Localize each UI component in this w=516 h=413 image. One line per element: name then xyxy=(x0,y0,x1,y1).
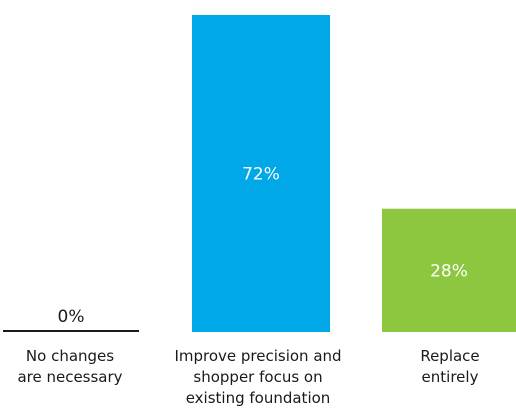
value-labels-group: 0% 72% 28% xyxy=(58,165,468,328)
category-label-2: Replace entirely xyxy=(420,347,479,386)
category-label-line: No changes xyxy=(26,347,114,365)
category-label-0: No changes are necessary xyxy=(17,347,122,386)
category-label-line: Improve precision and xyxy=(174,347,341,365)
bar-0 xyxy=(3,330,139,332)
value-label-0: 0% xyxy=(58,307,85,327)
bar-2 xyxy=(382,208,516,332)
category-label-line: are necessary xyxy=(17,368,122,386)
category-label-line: Replace xyxy=(420,347,479,365)
category-label-1: Improve precision and shopper focus on exi… xyxy=(174,347,341,407)
bars-group xyxy=(3,15,516,332)
bar-1 xyxy=(192,15,330,332)
category-label-line: shopper focus on xyxy=(193,368,322,386)
value-label-1: 72% xyxy=(242,165,280,185)
category-label-line: existing foundation xyxy=(186,389,331,407)
category-labels-group: No changes are necessary Improve precision… xyxy=(17,347,479,407)
category-label-line: entirely xyxy=(422,368,479,386)
value-label-2: 28% xyxy=(430,261,468,281)
